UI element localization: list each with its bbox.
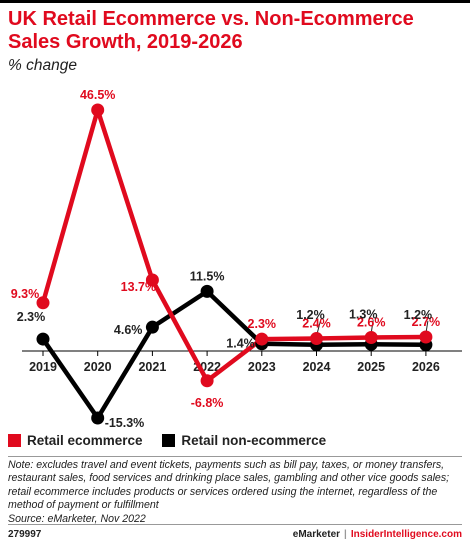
- legend: Retail ecommerce Retail non-ecommerce: [8, 433, 342, 450]
- series-line-ecommerce: [40, 107, 426, 384]
- footer-divider: [8, 524, 462, 525]
- note-divider: [8, 456, 462, 457]
- data-point-non-ecommerce: [36, 332, 50, 346]
- data-label-ecommerce: -6.8%: [191, 396, 224, 410]
- legend-label-ecommerce: Retail ecommerce: [27, 433, 143, 448]
- x-tick-label: 2021: [138, 360, 166, 374]
- data-label-non-ecommerce: 4.6%: [114, 323, 143, 337]
- data-label-non-ecommerce: 1.4%: [226, 337, 255, 351]
- legend-item-non-ecommerce: Retail non-ecommerce: [162, 433, 326, 448]
- x-tick-label: 2025: [357, 360, 385, 374]
- data-point-ecommerce: [255, 332, 269, 346]
- data-label-non-ecommerce: -15.3%: [105, 416, 145, 430]
- data-point-ecommerce: [200, 374, 214, 388]
- brand-separator: |: [344, 529, 347, 540]
- x-tick-label: 2019: [29, 360, 57, 374]
- data-label-non-ecommerce: 2.3%: [17, 310, 46, 324]
- x-tick-label: 2026: [412, 360, 440, 374]
- data-point-non-ecommerce: [91, 411, 105, 425]
- data-label-non-ecommerce: 1.2%: [296, 308, 325, 322]
- data-label-ecommerce: 46.5%: [80, 88, 115, 102]
- data-point-ecommerce: [364, 331, 378, 345]
- data-point-non-ecommerce: [200, 284, 214, 298]
- note-text: Note: excludes travel and event tickets,…: [8, 459, 450, 512]
- top-rule: [0, 0, 470, 3]
- data-label-non-ecommerce: 1.3%: [349, 307, 378, 321]
- data-label-ecommerce: 2.3%: [248, 317, 277, 331]
- chart-id: 279997: [8, 529, 42, 540]
- data-point-non-ecommerce: [145, 320, 159, 334]
- legend-item-ecommerce: Retail ecommerce: [8, 433, 143, 448]
- legend-swatch-ecommerce: [8, 434, 21, 447]
- x-tick-label: 2020: [84, 360, 112, 374]
- legend-swatch-non-ecommerce: [162, 434, 176, 447]
- data-point-ecommerce: [36, 296, 50, 310]
- data-label-non-ecommerce: 11.5%: [190, 269, 225, 283]
- data-label-ecommerce: 2.7%: [412, 315, 441, 329]
- data-label-ecommerce: 9.3%: [11, 287, 40, 301]
- data-point-ecommerce: [419, 330, 433, 344]
- data-label-non-ecommerce: 1.2%: [404, 308, 433, 322]
- brand-site: InsiderIntelligence.com: [350, 529, 462, 540]
- series-line-non-ecommerce: [41, 289, 426, 421]
- data-point-ecommerce: [91, 103, 105, 117]
- data-label-ecommerce: 2.4%: [302, 317, 331, 331]
- x-tick-label: 2023: [248, 360, 276, 374]
- footnote: Note: excludes travel and event tickets,…: [8, 459, 466, 526]
- brand-name: eMarketer: [292, 529, 341, 540]
- legend-label-non-ecommerce: Retail non-ecommerce: [181, 433, 327, 448]
- source-text: Source: eMarketer, Nov 2022: [8, 512, 146, 525]
- footer-brand: eMarketer | InsiderIntelligence.com: [293, 529, 462, 540]
- x-tick-label: 2024: [303, 360, 331, 374]
- chart-subtitle: % change: [8, 57, 77, 74]
- chart-title: UK Retail Ecommerce vs. Non-Ecommerce Sa…: [8, 8, 414, 53]
- data-label-ecommerce: 13.7%: [121, 280, 156, 294]
- line-chart: 2019 2020 2021 2022 2023 2024 2025 2026 9.3%46.…: [11, 88, 462, 430]
- data-point-ecommerce: [310, 332, 323, 346]
- data-label-ecommerce: 2.6%: [357, 316, 386, 330]
- data-point-ecommerce: [145, 273, 159, 287]
